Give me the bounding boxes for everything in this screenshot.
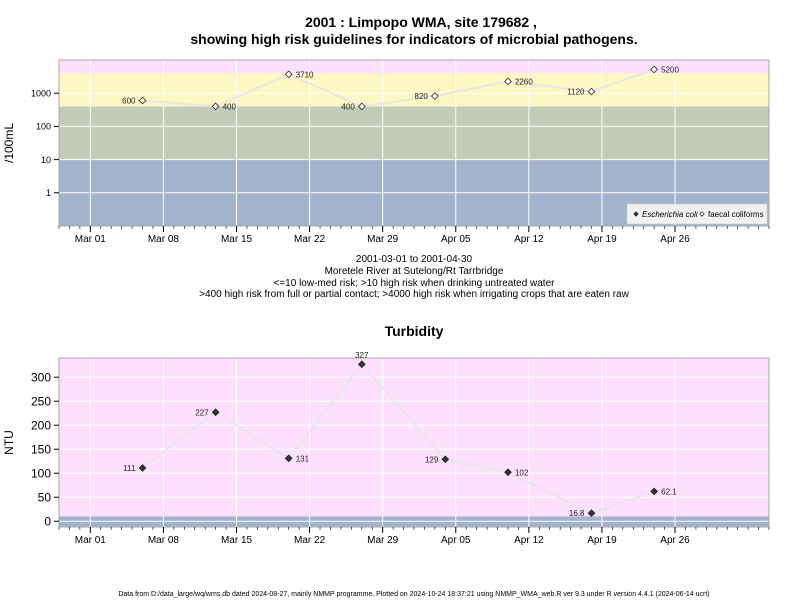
y-tick-label: 100 — [31, 466, 51, 480]
x-tick-label: Mar 01 — [75, 234, 107, 245]
data-label: 5200 — [661, 65, 679, 74]
x-tick-label: Apr 26 — [660, 535, 690, 546]
y-tick-label: 1000 — [31, 88, 51, 98]
legend: Escherichia coli faecal coliforms — [626, 203, 768, 225]
caption-contact-guideline: >400 high risk from full or partial cont… — [199, 289, 629, 300]
y-tick-label: 200 — [31, 418, 51, 432]
data-label: 111 — [123, 464, 136, 473]
data-label: 600 — [122, 97, 136, 106]
turbidity-chart: Mar 01 Mar 08 Mar 15 Mar 22 Mar 29 Apr 05 Apr … — [2, 351, 770, 546]
data-point — [431, 92, 439, 100]
data-point — [650, 487, 659, 496]
data-label: 227 — [195, 408, 209, 417]
y-tick-label: 50 — [38, 490, 52, 504]
risk-band-2 — [59, 358, 769, 517]
caption-date-range: 2001-03-01 to 2001-04-30 — [356, 254, 473, 265]
x-tick-label: Mar 08 — [148, 234, 180, 245]
x-tick-label: Mar 15 — [221, 535, 253, 546]
data-point — [587, 509, 596, 518]
x-tick-label: Apr 05 — [441, 535, 471, 546]
y-axis-title: /100mL — [2, 123, 16, 163]
y-tick-label: 10 — [41, 155, 51, 165]
data-label: 2260 — [515, 77, 533, 86]
y-tick-label: 1 — [46, 188, 51, 198]
y-tick-label: 300 — [31, 370, 51, 384]
legend-label: faecal coliforms — [708, 210, 764, 219]
caption-site-name: Moretele River at Sutelong/Rt Tarrbridge — [325, 266, 504, 277]
data-point — [211, 408, 220, 417]
x-tick-label: Mar 29 — [367, 234, 399, 245]
data-point — [357, 360, 366, 369]
legend-box — [626, 203, 768, 225]
x-tick-label: Mar 22 — [294, 234, 326, 245]
data-point — [284, 454, 293, 463]
data-label: 102 — [515, 468, 529, 477]
footer-note: Data from D:/data_large/wq/wms.db dated … — [118, 591, 709, 598]
x-tick-label: Apr 12 — [514, 234, 544, 245]
risk-band-2 — [59, 106, 769, 160]
data-label: 131 — [296, 454, 310, 463]
y-tick-label: 150 — [31, 442, 51, 456]
data-point — [138, 464, 147, 472]
y-tick-label: 250 — [31, 394, 51, 408]
x-tick-label: Apr 05 — [441, 234, 471, 245]
data-label: 16.8 — [569, 509, 585, 518]
x-tick-label: Apr 12 — [514, 535, 544, 546]
data-point — [284, 70, 293, 79]
y-tick-label: 100 — [36, 122, 51, 132]
x-tick-label: Apr 26 — [660, 234, 690, 245]
data-label: 1120 — [567, 88, 585, 97]
data-label: 129 — [425, 455, 439, 464]
data-label: 3710 — [296, 70, 314, 79]
data-point — [211, 102, 220, 111]
data-label: 820 — [415, 92, 429, 101]
x-tick-label: Mar 08 — [148, 535, 180, 546]
data-point — [587, 87, 596, 96]
data-point — [504, 77, 512, 86]
data-point — [441, 455, 450, 464]
data-point — [357, 102, 366, 111]
microbial-chart: Mar 01 Mar 08 Mar 15 Mar 22 Mar 29 Apr 05 Apr … — [2, 59, 770, 245]
legend-label: Escherichia coli — [642, 210, 698, 219]
legend-marker — [699, 211, 705, 217]
x-tick-label: Apr 19 — [587, 234, 617, 245]
data-label: 62.1 — [661, 487, 677, 496]
risk-band-3 — [59, 73, 769, 107]
x-tick-label: Mar 29 — [367, 535, 399, 546]
x-tick-label: Mar 01 — [75, 535, 107, 546]
x-tick-label: Apr 19 — [587, 535, 617, 546]
x-tick-label: Mar 22 — [294, 535, 326, 546]
y-tick-label: 0 — [44, 514, 51, 528]
x-tick-label: Mar 15 — [221, 234, 253, 245]
series-line — [142, 68, 655, 108]
caption-drinking-guideline: <=10 low-med risk; >10 high risk when dr… — [274, 278, 556, 289]
data-point — [504, 468, 512, 477]
series-line — [141, 362, 655, 515]
data-label: 400 — [341, 102, 355, 111]
data-point — [138, 96, 147, 105]
data-label: 400 — [223, 102, 237, 111]
main-title-line2: showing high risk guidelines for indicat… — [190, 31, 637, 47]
main-title-line1: 2001 : Limpopo WMA, site 179682 , — [305, 14, 537, 30]
y-axis-title: NTU — [2, 430, 16, 455]
data-point — [650, 65, 659, 74]
legend-marker — [633, 211, 639, 217]
data-label: 327 — [355, 351, 369, 360]
turbidity-title: Turbidity — [385, 323, 444, 339]
